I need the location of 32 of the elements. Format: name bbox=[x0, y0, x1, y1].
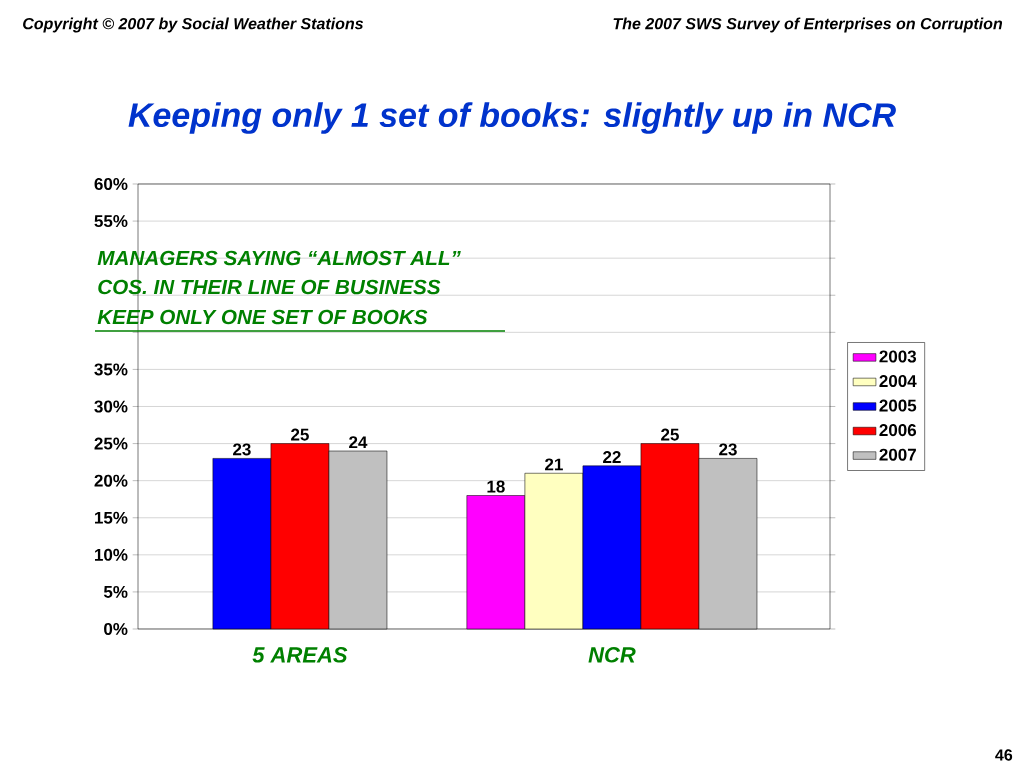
annotation: COS. IN THEIR LINE OF BUSINESS bbox=[98, 279, 441, 295]
data-label: 25 bbox=[661, 428, 679, 441]
annotation: KEEP ONLY ONE SET OF BOOKS bbox=[97, 309, 428, 325]
y-tick-label: 25% bbox=[94, 437, 128, 450]
text: Copyright © 2007 by Social Weather Stations bbox=[23, 17, 364, 33]
y-tick-label: 35% bbox=[94, 363, 128, 376]
legend-label: 2006 bbox=[879, 424, 917, 437]
y-tick-label: 5% bbox=[103, 585, 128, 598]
data-label: 22 bbox=[603, 451, 621, 463]
y-tick-label: 60% bbox=[94, 177, 128, 191]
x-tick-label: 5 AREAS bbox=[252, 647, 348, 663]
y-tick-label: 10% bbox=[95, 548, 128, 561]
legend-label: 2005 bbox=[879, 399, 917, 412]
legend-label: 2003 bbox=[879, 350, 917, 363]
annotation: MANAGERS SAYING “ALMOST ALL” bbox=[97, 250, 461, 266]
y-tick-label: 55% bbox=[94, 215, 128, 228]
legend-label: 2004 bbox=[879, 375, 917, 388]
text: The 2007 SWS Survey of Enterprises on Corruption bbox=[613, 17, 1003, 33]
y-tick-label: 30% bbox=[94, 400, 128, 413]
y-tick-label: 0% bbox=[104, 622, 128, 636]
legend-label: 2007 bbox=[879, 448, 916, 461]
y-tick-label: 15% bbox=[95, 511, 128, 524]
text: 46 bbox=[995, 749, 1013, 761]
data-label: 21 bbox=[545, 458, 563, 471]
data-label: 25 bbox=[291, 428, 309, 441]
data-label: 24 bbox=[349, 436, 368, 449]
x-tick-label: NCR bbox=[588, 647, 636, 663]
y-tick-label: 20% bbox=[94, 474, 128, 487]
data-label: 23 bbox=[233, 443, 251, 456]
data-label: 18 bbox=[487, 480, 505, 493]
data-label: 23 bbox=[719, 443, 737, 456]
chart-title: Keeping only 1 set of books: slightly up in NCR bbox=[128, 102, 896, 134]
